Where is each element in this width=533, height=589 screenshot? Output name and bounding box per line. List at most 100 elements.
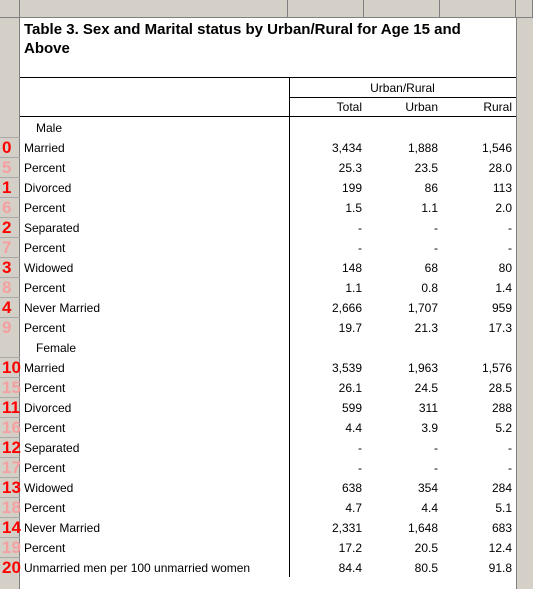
gutter-row-line xyxy=(0,397,20,398)
cell-rural: 113 xyxy=(492,181,512,195)
column-header-c[interactable] xyxy=(364,0,440,18)
row-number[interactable]: 2 xyxy=(2,218,12,237)
cell-urban: 68 xyxy=(424,261,438,275)
column-header-urban: Urban xyxy=(405,100,438,114)
cell-rural: 80 xyxy=(498,261,512,275)
gutter-row-line xyxy=(0,317,20,318)
column-header-d[interactable] xyxy=(440,0,516,18)
row-number[interactable]: 12 xyxy=(2,438,21,457)
row-number[interactable]: 20 xyxy=(2,558,21,577)
gutter-row-line xyxy=(0,157,20,158)
cell-rural: - xyxy=(508,221,512,235)
cell-rural: 284 xyxy=(491,481,512,495)
column-header-rural: Rural xyxy=(483,100,512,114)
row-number[interactable]: 8 xyxy=(2,278,12,297)
row-label: Percent xyxy=(24,421,66,435)
cell-total: 4.4 xyxy=(345,421,362,435)
column-header-a[interactable] xyxy=(20,0,288,18)
cell-total: - xyxy=(358,241,362,255)
cell-total: 19.7 xyxy=(338,321,362,335)
row-number[interactable]: 5 xyxy=(2,158,12,177)
cell-rural: 17.3 xyxy=(488,321,512,335)
cell-urban: 80.5 xyxy=(414,561,438,575)
cell-rural: - xyxy=(508,441,512,455)
gutter-row-line xyxy=(0,357,20,358)
row-number[interactable]: 13 xyxy=(2,478,21,497)
cell-total: 199 xyxy=(341,181,362,195)
cell-urban: 354 xyxy=(417,481,438,495)
row-number[interactable]: 10 xyxy=(2,358,21,377)
cell-total: 638 xyxy=(341,481,362,495)
cell-total: 3,434 xyxy=(331,141,362,155)
cell-urban: 4.4 xyxy=(421,501,438,515)
row-label: Married xyxy=(24,141,65,155)
column-header-e[interactable] xyxy=(516,0,533,18)
gutter-row-line xyxy=(0,137,20,138)
row-number[interactable]: 11 xyxy=(2,398,20,417)
row-number-gutter xyxy=(0,18,20,589)
gutter-row-line xyxy=(0,197,20,198)
cell-total: - xyxy=(358,221,362,235)
cell-total: 2,331 xyxy=(331,521,362,535)
cell-total: 17.2 xyxy=(338,541,362,555)
cell-rural: 1.4 xyxy=(495,281,512,295)
cell-urban: 24.5 xyxy=(414,381,438,395)
row-label: Percent xyxy=(24,281,66,295)
table-top-rule xyxy=(20,77,516,78)
cell-rural: 1,546 xyxy=(481,141,512,155)
cell-rural: 5.1 xyxy=(495,501,512,515)
row-number[interactable]: 6 xyxy=(2,198,12,217)
column-header-total: Total xyxy=(336,100,362,114)
gutter-row-line xyxy=(0,517,20,518)
cell-total: - xyxy=(358,441,362,455)
cell-total: 1.5 xyxy=(345,201,362,215)
right-edge-strip xyxy=(516,18,533,589)
gutter-row-line xyxy=(0,557,20,558)
row-number[interactable]: 1 xyxy=(2,178,12,197)
row-number[interactable]: 0 xyxy=(2,138,12,157)
gutter-row-line xyxy=(0,497,20,498)
cell-urban: - xyxy=(434,241,438,255)
cell-rural: 12.4 xyxy=(488,541,512,555)
gutter-row-line xyxy=(0,417,20,418)
cell-urban: - xyxy=(434,461,438,475)
row-number[interactable]: 9 xyxy=(2,318,12,337)
cell-urban: 1,888 xyxy=(407,141,438,155)
row-label: Percent xyxy=(24,201,66,215)
row-label: Percent xyxy=(24,321,66,335)
gutter-row-line xyxy=(0,277,20,278)
cell-urban: 21.3 xyxy=(414,321,438,335)
row-label: Divorced xyxy=(24,181,72,195)
row-number[interactable]: 16 xyxy=(2,418,21,437)
row-number[interactable]: 7 xyxy=(2,238,12,257)
section-female: Female xyxy=(36,341,77,355)
cell-total: 26.1 xyxy=(338,381,362,395)
cell-urban: - xyxy=(434,221,438,235)
row-number[interactable]: 14 xyxy=(2,518,21,537)
section-male: Male xyxy=(36,121,63,135)
gutter-row-line xyxy=(0,477,20,478)
column-header-b[interactable] xyxy=(288,0,364,18)
cell-total: 599 xyxy=(341,401,362,415)
row-label: Percent xyxy=(24,381,66,395)
cell-total: - xyxy=(358,461,362,475)
row-number[interactable]: 19 xyxy=(2,538,21,557)
cell-urban: 1,963 xyxy=(407,361,438,375)
cell-total: 25.3 xyxy=(338,161,362,175)
row-number[interactable]: 17 xyxy=(2,458,21,477)
cell-urban: 23.5 xyxy=(414,161,438,175)
label-column-divider xyxy=(289,77,290,577)
gutter-row-line xyxy=(0,437,20,438)
gutter-row-line xyxy=(0,457,20,458)
row-number[interactable]: 4 xyxy=(2,298,12,317)
gutter-row-line xyxy=(0,377,20,378)
cell-rural: 2.0 xyxy=(495,201,512,215)
row-number[interactable]: 18 xyxy=(2,498,21,517)
cell-urban: 1,648 xyxy=(407,521,438,535)
corner-select-all[interactable] xyxy=(0,0,20,18)
row-label: Divorced xyxy=(24,401,72,415)
row-number[interactable]: 15 xyxy=(2,378,21,397)
row-number[interactable]: 3 xyxy=(2,258,12,277)
row-label: Percent xyxy=(24,241,66,255)
row-label: Percent xyxy=(24,501,66,515)
